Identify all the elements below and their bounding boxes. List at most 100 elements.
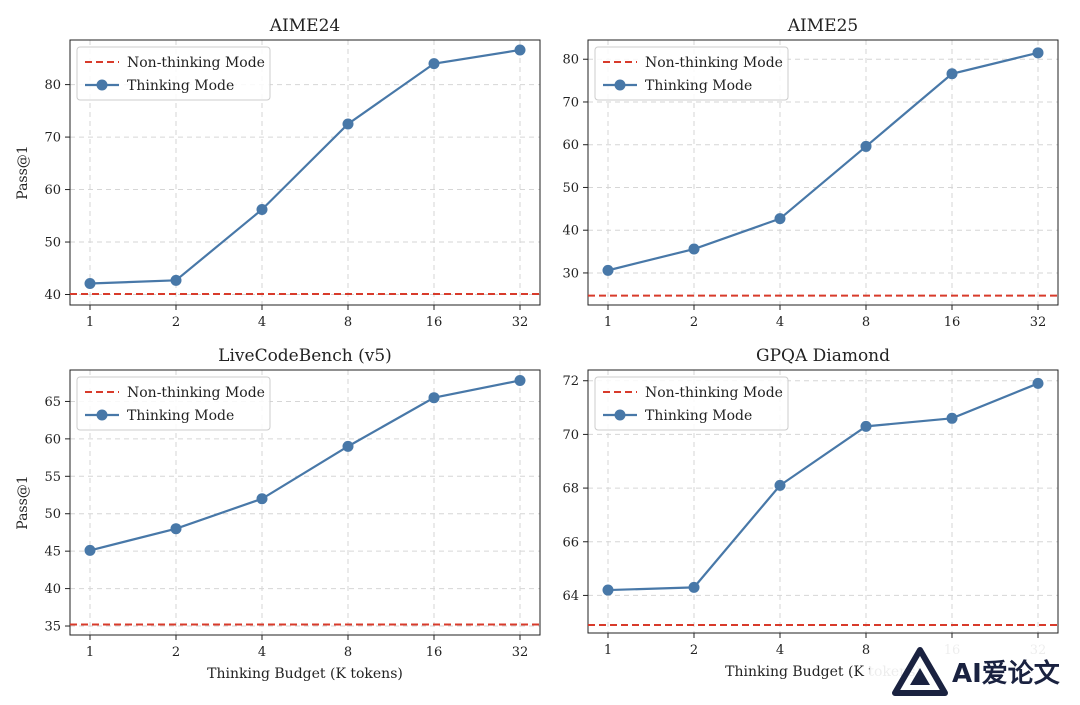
y-tick-label: 50 [562, 181, 579, 196]
x-tick-label: 8 [344, 645, 352, 660]
y-tick-label: 40 [562, 224, 579, 239]
plot-frame [69, 39, 541, 306]
chart-title: LiveCodeBench (v5) [218, 346, 392, 366]
thinking-series-line [89, 48, 521, 285]
thinking-series-line [89, 379, 521, 552]
y-tick-label: 66 [562, 535, 579, 550]
x-tick-label: 8 [344, 315, 352, 330]
x-tick-label: 16 [426, 645, 443, 660]
thinking-data-point [428, 392, 440, 404]
legend-box [76, 46, 271, 101]
y-tick-label: 30 [562, 266, 579, 281]
thinking-data-point [342, 118, 354, 130]
chart-title: GPQA Diamond [756, 346, 890, 366]
x-tick-label: 1 [604, 315, 612, 330]
x-tick-label: 32 [1030, 315, 1047, 330]
x-tick-label: 4 [776, 643, 784, 658]
thinking-data-point [514, 374, 526, 386]
x-tick-label: 1 [86, 645, 94, 660]
x-tick-label: 8 [862, 315, 870, 330]
thinking-data-point [170, 523, 182, 535]
legend-marker-thinking [96, 409, 108, 421]
y-tick-label: 60 [562, 138, 579, 153]
x-tick-label: 32 [512, 645, 529, 660]
chart-panel-2: 30 40 50 60 70 80 1 2 4 8 16 32 AIME25 Non-thinking M… [562, 16, 1059, 330]
legend-marker-thinking [614, 79, 626, 91]
y-tick-label: 60 [44, 183, 61, 198]
legend-label: Thinking Mode [127, 408, 234, 424]
thinking-data-point [256, 493, 268, 505]
thinking-data-point [342, 440, 354, 452]
thinking-data-point [774, 213, 786, 225]
x-tick-label: 2 [172, 645, 180, 660]
legend-label: Non-thinking Mode [645, 385, 783, 401]
y-tick-label: 70 [562, 95, 579, 110]
chart-panel-3: 35 40 45 50 55 60 65 1 2 4 8 16 32 LiveCodeBench (v5)… [15, 346, 541, 682]
plot-frame [587, 39, 1059, 306]
thinking-data-point [602, 264, 614, 276]
x-tick-label: 2 [172, 315, 180, 330]
x-tick-label: 32 [512, 315, 529, 330]
thinking-data-point [256, 203, 268, 215]
watermark-text: AI爱论文 [952, 658, 1061, 689]
legend-label: Thinking Mode [645, 78, 752, 94]
thinking-data-point [946, 68, 958, 80]
thinking-data-point [170, 274, 182, 286]
y-tick-label: 80 [562, 53, 579, 68]
legend-label: Thinking Mode [645, 408, 752, 424]
thinking-data-point [602, 584, 614, 596]
y-tick-label: 55 [44, 470, 61, 485]
y-tick-label: 60 [44, 432, 61, 447]
thinking-series-line [607, 51, 1039, 272]
plot-frame [69, 369, 541, 636]
logo-triangle-inner-icon [910, 668, 930, 685]
legend-box [594, 46, 789, 101]
x-tick-label: 8 [862, 643, 870, 658]
y-tick-label: 64 [562, 589, 579, 604]
legend-box [76, 376, 271, 431]
thinking-data-point [1032, 47, 1044, 59]
legend-label: Non-thinking Mode [645, 55, 783, 71]
thinking-data-point [688, 243, 700, 255]
y-tick-label: 68 [562, 482, 579, 497]
legend-label: Non-thinking Mode [127, 55, 265, 71]
chart-panel-1: 40 50 60 70 80 1 2 4 8 16 32 AIME24 Pass@1 Non-thinki… [15, 16, 541, 330]
thinking-data-point [84, 277, 96, 289]
thinking-data-point [860, 420, 872, 432]
x-tick-label: 16 [944, 315, 961, 330]
y-axis-label: Pass@1 [15, 475, 31, 529]
thinking-data-point [514, 44, 526, 56]
x-tick-label: 2 [690, 643, 698, 658]
x-tick-label: 16 [426, 315, 443, 330]
y-tick-label: 40 [44, 288, 61, 303]
plot-frame [587, 369, 1059, 634]
x-tick-label: 2 [690, 315, 698, 330]
thinking-series-line [607, 382, 1039, 592]
x-axis-label: Thinking Budget (K tokens) [207, 666, 403, 682]
y-tick-label: 50 [44, 507, 61, 522]
legend-marker-thinking [96, 79, 108, 91]
legend-marker-thinking [614, 409, 626, 421]
y-axis-label: Pass@1 [15, 145, 31, 199]
y-tick-label: 35 [44, 620, 61, 635]
legend-box [594, 376, 789, 431]
y-tick-label: 70 [562, 428, 579, 443]
x-tick-label: 1 [604, 643, 612, 658]
y-tick-label: 50 [44, 236, 61, 251]
thinking-data-point [860, 140, 872, 152]
logo-triangle-icon [892, 647, 948, 696]
y-tick-label: 70 [44, 131, 61, 146]
thinking-data-point [774, 479, 786, 491]
x-tick-label: 4 [776, 315, 784, 330]
y-tick-label: 65 [44, 395, 61, 410]
y-tick-label: 72 [562, 374, 579, 389]
y-tick-label: 80 [44, 78, 61, 93]
legend-label: Thinking Mode [127, 78, 234, 94]
x-tick-label: 4 [258, 315, 266, 330]
thinking-data-point [84, 544, 96, 556]
thinking-data-point [1032, 377, 1044, 389]
legend-label: Non-thinking Mode [127, 385, 265, 401]
x-tick-label: 4 [258, 645, 266, 660]
